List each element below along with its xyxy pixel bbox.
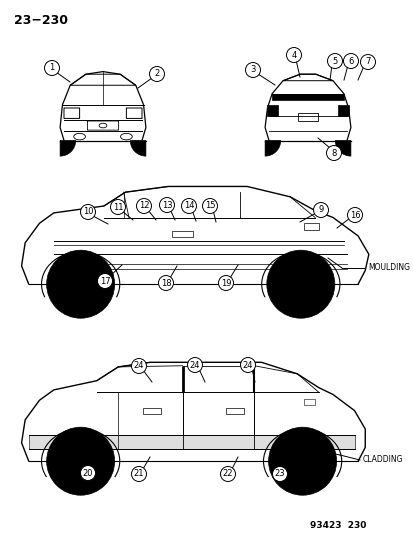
Circle shape <box>158 276 173 290</box>
Circle shape <box>266 250 334 318</box>
Bar <box>304 223 318 230</box>
Text: 23−230: 23−230 <box>14 13 68 27</box>
Circle shape <box>245 62 260 77</box>
Text: 1: 1 <box>49 63 55 72</box>
Text: 15: 15 <box>204 201 215 211</box>
Circle shape <box>286 47 301 62</box>
Circle shape <box>313 203 328 217</box>
Text: 5: 5 <box>332 56 337 66</box>
Text: 2: 2 <box>154 69 159 78</box>
Circle shape <box>159 198 174 213</box>
Circle shape <box>80 205 95 220</box>
Text: 93423  230: 93423 230 <box>309 521 366 529</box>
Circle shape <box>47 250 114 318</box>
Circle shape <box>327 53 342 69</box>
Text: 6: 6 <box>347 56 353 66</box>
Text: 11: 11 <box>112 203 123 212</box>
Text: 24: 24 <box>189 360 200 369</box>
Bar <box>143 408 161 414</box>
Circle shape <box>131 359 146 374</box>
Text: MOULDING: MOULDING <box>367 263 409 272</box>
Wedge shape <box>60 141 76 156</box>
Text: 24: 24 <box>242 360 253 369</box>
Bar <box>297 113 317 121</box>
Bar <box>271 94 343 100</box>
Text: 24: 24 <box>133 361 144 370</box>
Circle shape <box>360 54 375 69</box>
Circle shape <box>268 427 336 495</box>
Bar <box>171 231 193 237</box>
Circle shape <box>44 61 59 76</box>
Circle shape <box>149 67 164 82</box>
Text: 13: 13 <box>161 200 172 209</box>
Circle shape <box>202 198 217 214</box>
Circle shape <box>343 53 358 69</box>
Circle shape <box>131 466 146 481</box>
Text: 17: 17 <box>100 277 110 286</box>
Text: 19: 19 <box>220 279 231 287</box>
Wedge shape <box>335 141 350 156</box>
Text: 14: 14 <box>183 201 194 211</box>
Text: 8: 8 <box>330 149 336 157</box>
Circle shape <box>97 273 112 288</box>
Circle shape <box>240 358 255 373</box>
Text: 12: 12 <box>138 201 149 211</box>
Text: 9: 9 <box>318 206 323 214</box>
Circle shape <box>272 466 287 481</box>
Wedge shape <box>264 141 280 156</box>
Text: 20: 20 <box>83 469 93 478</box>
Bar <box>28 435 354 449</box>
Bar <box>267 105 278 116</box>
Text: 21: 21 <box>133 470 144 479</box>
Circle shape <box>347 207 362 222</box>
Circle shape <box>187 358 202 373</box>
Bar <box>304 399 314 405</box>
Text: 22: 22 <box>222 470 233 479</box>
Circle shape <box>136 198 151 214</box>
Circle shape <box>110 199 125 214</box>
Circle shape <box>218 276 233 290</box>
Text: 4: 4 <box>291 51 296 60</box>
Text: 18: 18 <box>160 279 171 287</box>
Text: CLADDING: CLADDING <box>362 456 403 464</box>
Circle shape <box>220 466 235 481</box>
Circle shape <box>47 427 114 495</box>
Text: 23: 23 <box>274 470 285 479</box>
Wedge shape <box>130 141 145 156</box>
Circle shape <box>80 465 95 481</box>
Circle shape <box>181 198 196 214</box>
Text: 7: 7 <box>364 58 370 67</box>
Bar <box>337 105 348 116</box>
Text: 16: 16 <box>349 211 359 220</box>
Text: 3: 3 <box>250 66 255 75</box>
Text: 10: 10 <box>83 207 93 216</box>
Bar <box>225 408 243 414</box>
Circle shape <box>326 146 341 160</box>
